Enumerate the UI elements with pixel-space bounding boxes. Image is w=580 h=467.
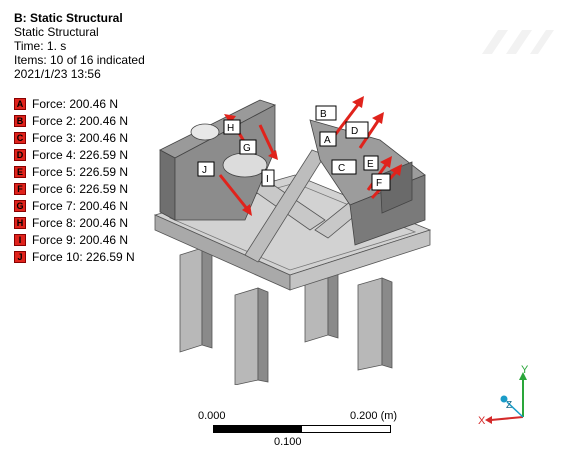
legend-key-swatch: H: [14, 216, 26, 229]
load-label-f: F: [371, 173, 391, 191]
analysis-datetime: 2021/1/23 13:56: [14, 67, 101, 81]
axis-z-label: Z: [506, 400, 512, 411]
load-label-e: E: [363, 155, 379, 171]
load-label-b: B: [315, 105, 337, 121]
legend-key-swatch: B: [14, 114, 26, 127]
analysis-time: Time: 1. s: [14, 39, 67, 53]
legend-item[interactable]: G Force 7: 200.46 N: [14, 197, 135, 214]
legend-label: Force 10: 226.59 N: [32, 249, 135, 264]
legend-key-swatch: C: [14, 131, 26, 144]
legend-item[interactable]: C Force 3: 200.46 N: [14, 129, 135, 146]
legend-item[interactable]: H Force 8: 200.46 N: [14, 214, 135, 231]
load-labels: H G J I B A D C E F: [197, 105, 391, 191]
legend-item[interactable]: A Force: 200.46 N: [14, 95, 135, 112]
scale-ruler: [213, 425, 391, 433]
axis-x-label: X: [478, 415, 486, 427]
legend-key-swatch: E: [14, 165, 26, 178]
svg-text:D: D: [351, 126, 358, 137]
legend-label: Force 3: 200.46 N: [32, 130, 129, 145]
svg-text:I: I: [266, 174, 269, 185]
svg-text:E: E: [367, 159, 374, 170]
svg-text:H: H: [227, 123, 234, 134]
axis-triad-icon[interactable]: Y X Z: [475, 362, 545, 428]
load-label-i: I: [261, 169, 275, 187]
scale-mid-label: 0.100: [274, 436, 302, 448]
axis-y-label: Y: [521, 364, 529, 376]
svg-text:A: A: [324, 135, 331, 146]
legend-key-swatch: A: [14, 97, 26, 110]
scale-bar: 0.000 0.200 (m) 0.100: [190, 410, 430, 450]
svg-text:J: J: [202, 165, 207, 176]
watermark-logo-icon: [482, 30, 554, 54]
load-label-j: J: [197, 161, 215, 177]
legend-label: Force 7: 200.46 N: [32, 198, 129, 213]
legend-key-swatch: F: [14, 182, 26, 195]
legend-label: Force 8: 200.46 N: [32, 215, 129, 230]
legend-item[interactable]: B Force 2: 200.46 N: [14, 112, 135, 129]
legend-label: Force 9: 200.46 N: [32, 232, 129, 247]
legend-item[interactable]: E Force 5: 226.59 N: [14, 163, 135, 180]
svg-text:G: G: [243, 143, 251, 154]
legend-label: Force 6: 226.59 N: [32, 181, 129, 196]
analysis-header: B: Static Structural Static Structural T…: [14, 11, 145, 81]
load-label-d: D: [345, 121, 369, 139]
legend-item[interactable]: I Force 9: 200.46 N: [14, 231, 135, 248]
legend-key-swatch: G: [14, 199, 26, 212]
legend-label: Force 4: 226.59 N: [32, 147, 129, 162]
force-legend: A Force: 200.46 N B Force 2: 200.46 N C For…: [14, 95, 135, 265]
legend-key-swatch: D: [14, 148, 26, 161]
scale-start-label: 0.000: [198, 410, 226, 422]
load-label-a: A: [319, 131, 337, 147]
svg-text:C: C: [338, 163, 345, 174]
analysis-title: B: Static Structural: [14, 11, 123, 25]
items-indicated: Items: 10 of 16 indicated: [14, 53, 145, 67]
legend-label: Force 5: 226.59 N: [32, 164, 129, 179]
legend-key-swatch: I: [14, 233, 26, 246]
analysis-type: Static Structural: [14, 25, 99, 39]
legend-item[interactable]: F Force 6: 226.59 N: [14, 180, 135, 197]
load-label-h: H: [223, 119, 241, 135]
svg-text:F: F: [376, 178, 382, 189]
svg-text:B: B: [320, 109, 327, 120]
legend-item[interactable]: D Force 4: 226.59 N: [14, 146, 135, 163]
legend-key-swatch: J: [14, 250, 26, 263]
model-viewport[interactable]: H G J I B A D C E F: [150, 80, 440, 385]
legend-item[interactable]: J Force 10: 226.59 N: [14, 248, 135, 265]
load-label-g: G: [239, 139, 257, 155]
scale-end-label: 0.200 (m): [350, 410, 398, 422]
legend-label: Force 2: 200.46 N: [32, 113, 129, 128]
legend-label: Force: 200.46 N: [32, 96, 119, 111]
load-label-c: C: [331, 159, 357, 175]
